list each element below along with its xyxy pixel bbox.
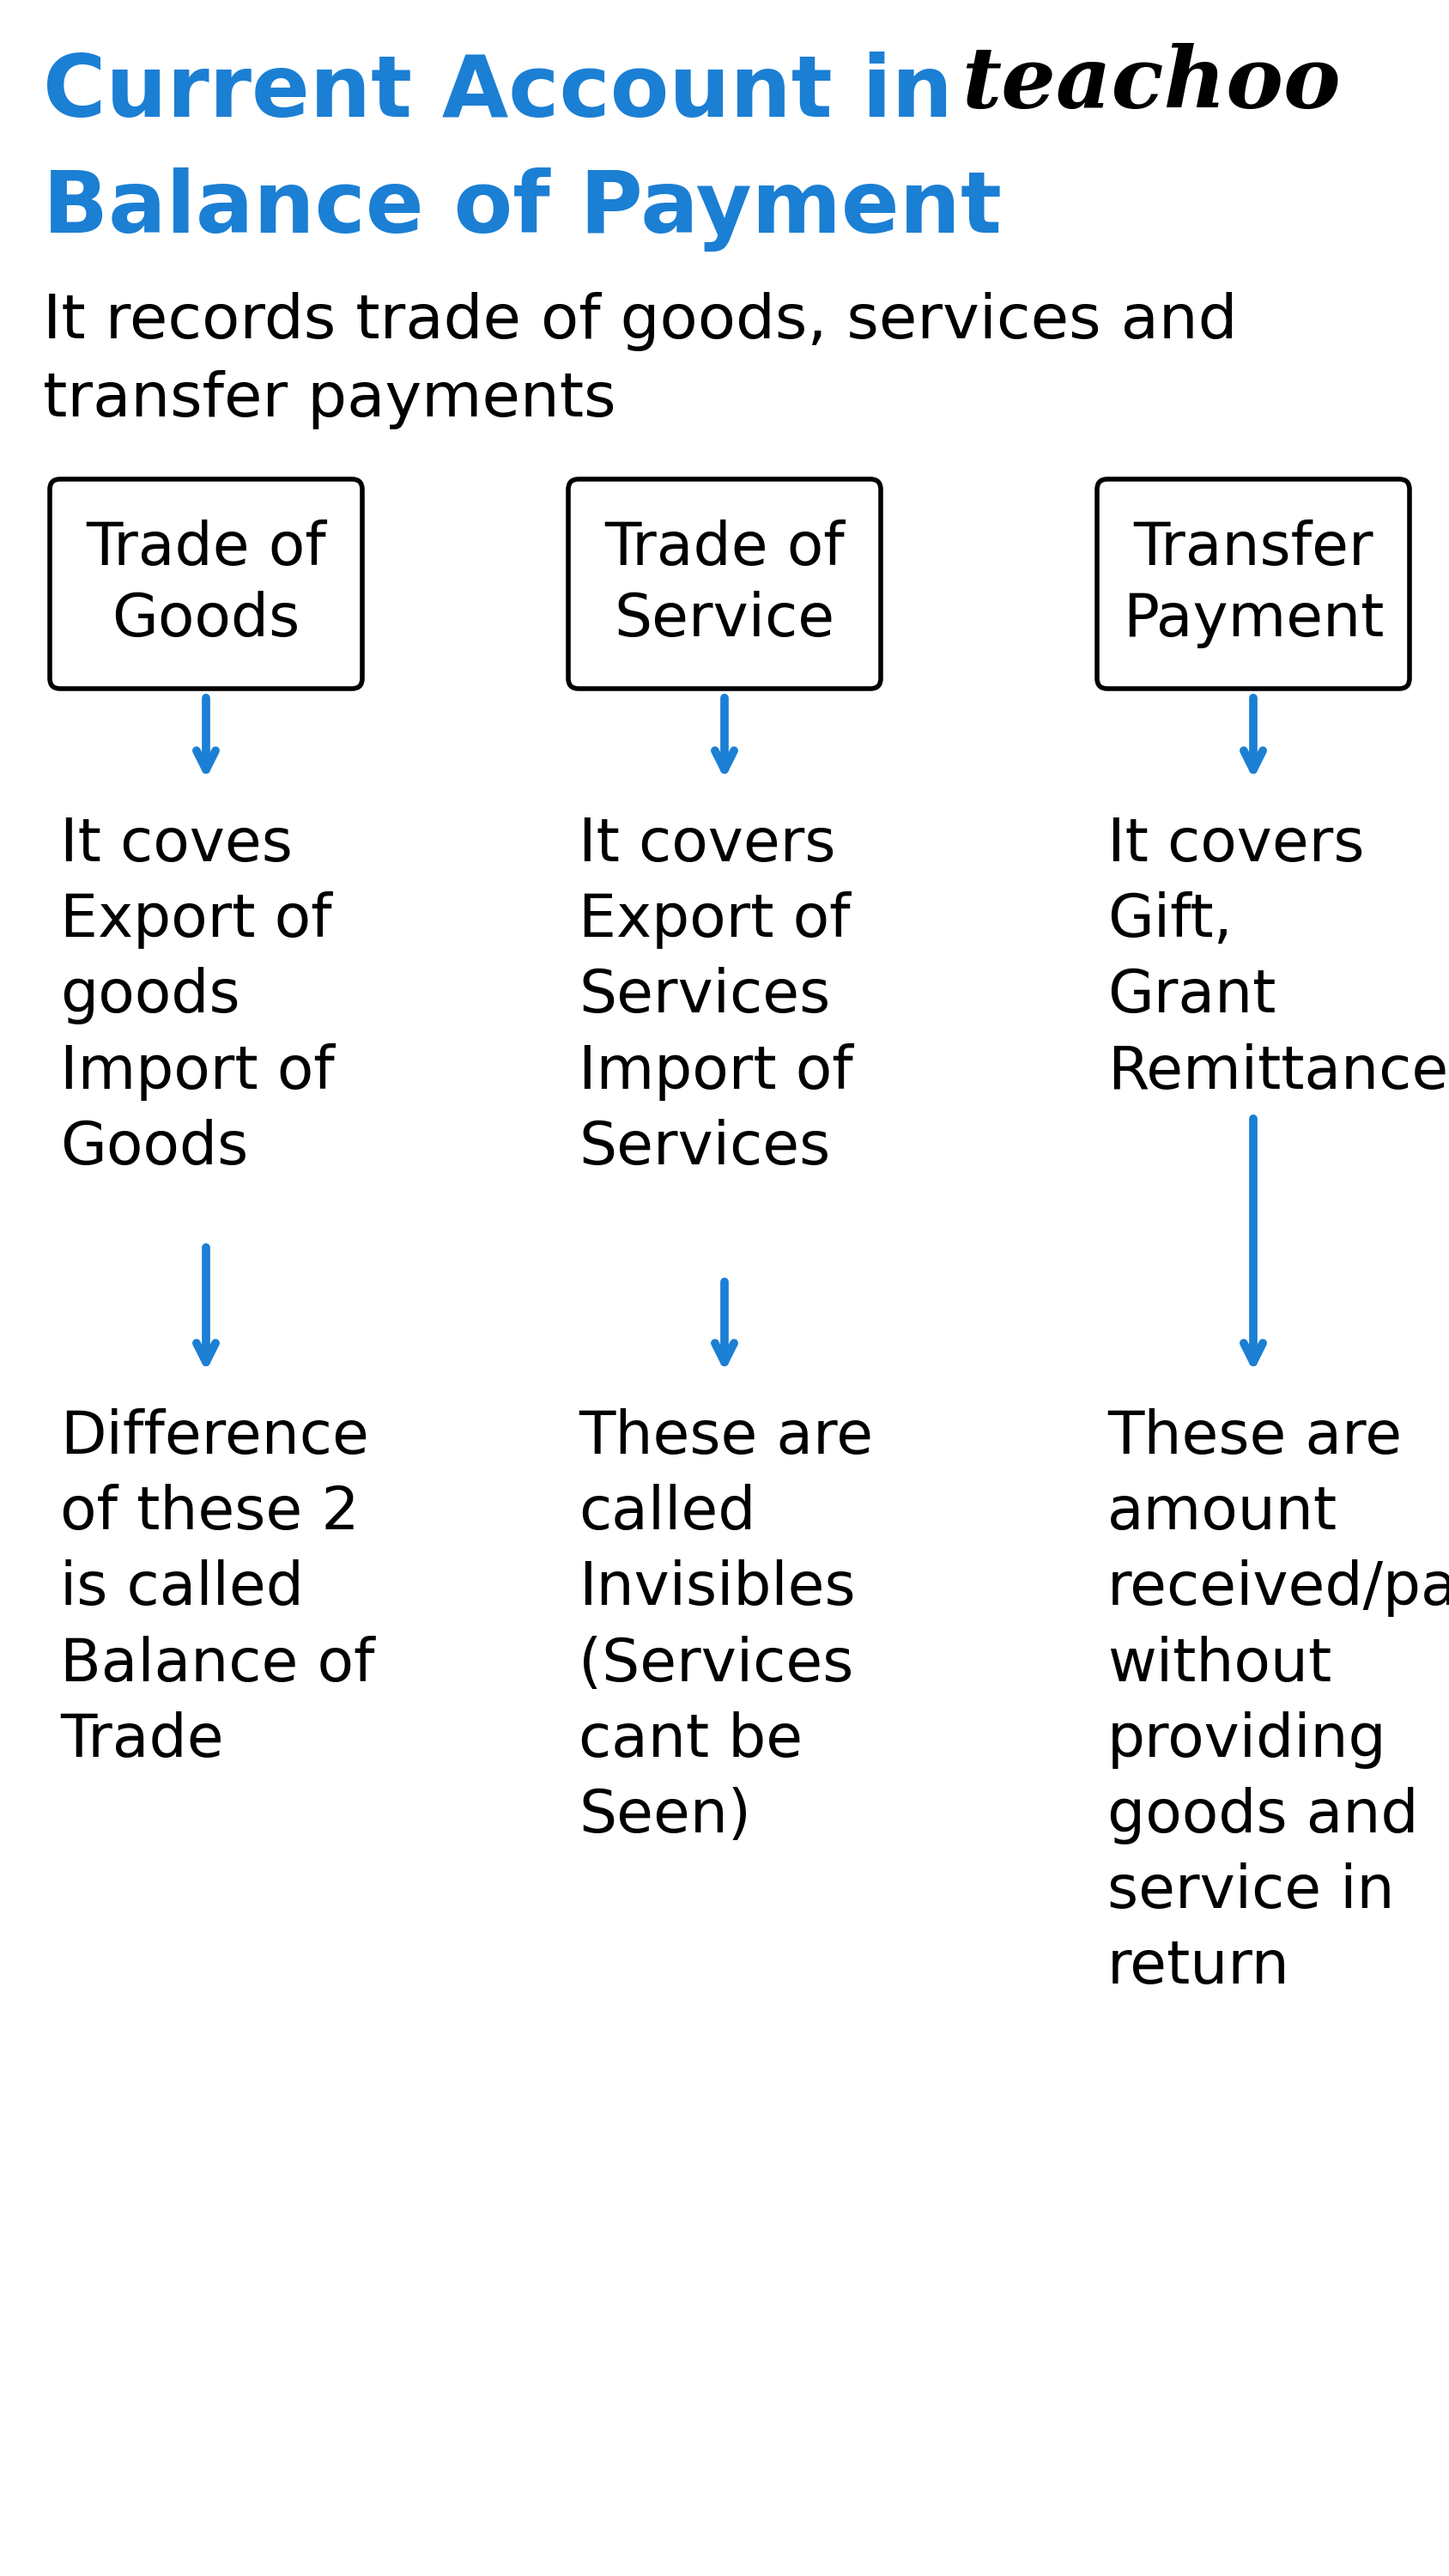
Text: Balance of Payment: Balance of Payment — [43, 167, 1001, 252]
Text: Trade of
Goods: Trade of Goods — [85, 520, 326, 649]
Text: Difference
of these 2
is called
Balance of
Trade: Difference of these 2 is called Balance … — [59, 1409, 375, 1770]
FancyBboxPatch shape — [49, 479, 362, 688]
Text: Trade of
Service: Trade of Service — [604, 520, 845, 649]
Text: It coves
Export of
goods
Import of
Goods: It coves Export of goods Import of Goods — [59, 817, 335, 1177]
FancyBboxPatch shape — [1097, 479, 1410, 688]
Text: These are
amount
received/paid
without
providing
goods and
service in
return: These are amount received/paid without p… — [1107, 1409, 1449, 1996]
Text: teachoo: teachoo — [962, 44, 1340, 126]
Text: It covers
Gift,
Grant
Remittance: It covers Gift, Grant Remittance — [1107, 817, 1449, 1100]
Text: Transfer
Payment: Transfer Payment — [1123, 520, 1384, 649]
Text: It covers
Export of
Services
Import of
Services: It covers Export of Services Import of S… — [578, 817, 853, 1177]
Text: Current Account in: Current Account in — [43, 52, 953, 134]
Text: It records trade of goods, services and
transfer payments: It records trade of goods, services and … — [43, 291, 1237, 430]
Text: These are
called
Invisibles
(Services
cant be
Seen): These are called Invisibles (Services ca… — [578, 1409, 874, 1844]
FancyBboxPatch shape — [568, 479, 881, 688]
